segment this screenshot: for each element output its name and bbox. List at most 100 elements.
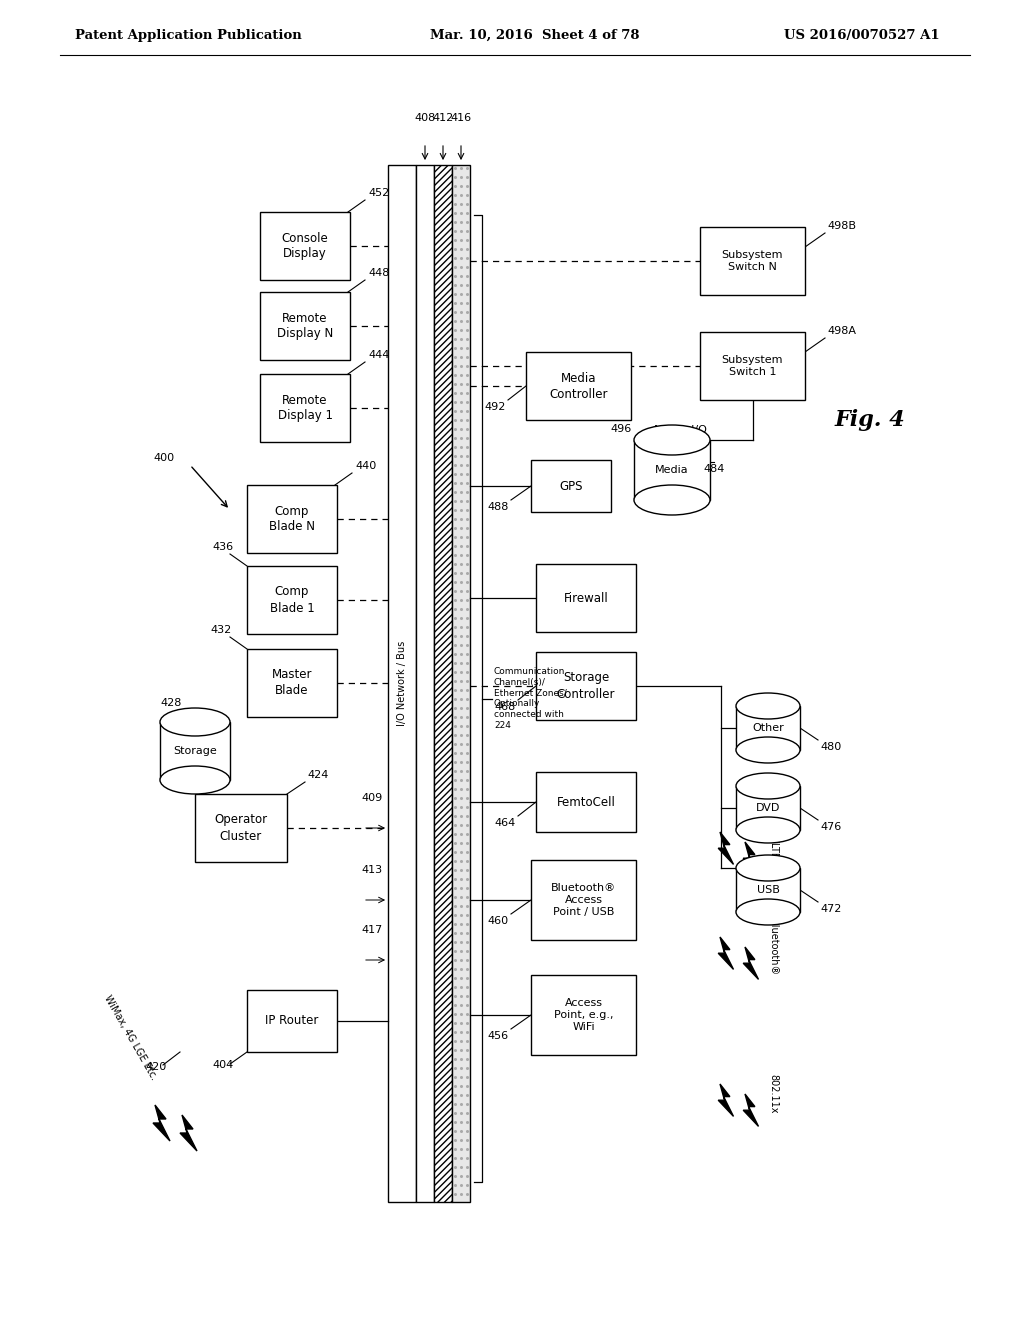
Bar <box>416 165 434 1203</box>
Polygon shape <box>743 842 759 874</box>
Ellipse shape <box>160 766 230 795</box>
Text: Master
Blade: Master Blade <box>271 668 312 697</box>
Text: Mar. 10, 2016  Sheet 4 of 78: Mar. 10, 2016 Sheet 4 of 78 <box>430 29 640 41</box>
Ellipse shape <box>736 817 800 843</box>
Text: 460: 460 <box>487 916 509 927</box>
Text: 488: 488 <box>487 502 509 512</box>
Text: Storage: Storage <box>173 746 217 756</box>
Text: 464: 464 <box>495 818 516 828</box>
Text: 498B: 498B <box>827 220 856 231</box>
Bar <box>247 649 337 717</box>
Ellipse shape <box>736 693 800 719</box>
Ellipse shape <box>736 899 800 925</box>
Text: Media: Media <box>655 465 689 475</box>
Ellipse shape <box>160 708 230 737</box>
Text: Firewall: Firewall <box>563 591 608 605</box>
Text: 498A: 498A <box>827 326 856 337</box>
Text: 456: 456 <box>487 1031 509 1041</box>
Bar <box>700 333 805 400</box>
Text: Communication
Channel(s)/
Ethernet Zones/
Optionally
connected with
224: Communication Channel(s)/ Ethernet Zones… <box>494 667 566 730</box>
Text: 452: 452 <box>368 187 389 198</box>
Text: 428: 428 <box>160 698 181 708</box>
Text: 3G/LTE: 3G/LTE <box>768 825 778 858</box>
Ellipse shape <box>736 855 800 880</box>
Text: Bluetooth®
Access
Point / USB: Bluetooth® Access Point / USB <box>551 883 616 917</box>
Bar <box>260 213 350 280</box>
Text: 404: 404 <box>212 1060 233 1071</box>
Text: Subsystem
Switch 1: Subsystem Switch 1 <box>722 355 783 378</box>
Text: 432: 432 <box>210 624 231 635</box>
Text: 417: 417 <box>361 925 383 935</box>
Polygon shape <box>153 1105 170 1140</box>
Text: 484: 484 <box>703 465 724 474</box>
Text: 400: 400 <box>154 453 175 463</box>
Bar <box>434 165 452 1203</box>
Ellipse shape <box>634 425 710 455</box>
Text: Other: Other <box>752 723 784 733</box>
Bar <box>260 292 350 360</box>
Bar <box>247 990 337 1052</box>
Text: 409: 409 <box>361 793 383 803</box>
Polygon shape <box>180 1115 197 1151</box>
Bar <box>634 440 710 500</box>
Bar <box>736 869 800 912</box>
Text: 413: 413 <box>361 865 383 875</box>
Polygon shape <box>718 1084 733 1117</box>
Text: Remote
Display N: Remote Display N <box>276 312 333 341</box>
Text: 480: 480 <box>820 742 842 752</box>
Text: DVD: DVD <box>756 803 780 813</box>
Polygon shape <box>718 937 733 969</box>
Bar <box>736 785 800 830</box>
Text: Patent Application Publication: Patent Application Publication <box>75 29 302 41</box>
Bar <box>736 706 800 750</box>
Polygon shape <box>743 946 759 979</box>
Text: Fig. 4: Fig. 4 <box>835 409 905 432</box>
Text: Operator
Cluster: Operator Cluster <box>214 813 267 842</box>
Text: FemtoCell: FemtoCell <box>557 796 615 808</box>
Bar <box>526 352 631 420</box>
Text: Subsystem
Switch N: Subsystem Switch N <box>722 249 783 272</box>
Bar <box>536 564 636 632</box>
Text: Media I/O: Media I/O <box>653 425 707 436</box>
Polygon shape <box>743 1094 759 1126</box>
Text: Access
Point, e.g.,
WiFi: Access Point, e.g., WiFi <box>554 998 613 1032</box>
Text: Storage
Controller: Storage Controller <box>557 672 615 701</box>
Bar <box>531 459 611 512</box>
Ellipse shape <box>634 484 710 515</box>
Text: 444: 444 <box>368 350 389 360</box>
Text: 408: 408 <box>415 114 435 123</box>
Ellipse shape <box>736 774 800 799</box>
Text: USB: USB <box>757 884 779 895</box>
Text: Media
Controller: Media Controller <box>549 371 608 400</box>
Text: 472: 472 <box>820 904 842 913</box>
Bar <box>700 227 805 294</box>
Text: WiMax, 4G LGE Etc.: WiMax, 4G LGE Etc. <box>101 994 159 1082</box>
Text: 436: 436 <box>212 543 233 552</box>
Text: US 2016/0070527 A1: US 2016/0070527 A1 <box>784 29 940 41</box>
Text: 448: 448 <box>368 268 389 279</box>
Bar <box>260 374 350 442</box>
Text: IP Router: IP Router <box>265 1015 318 1027</box>
Text: GPS: GPS <box>559 479 583 492</box>
Bar <box>195 795 287 862</box>
Text: 420: 420 <box>145 1063 166 1072</box>
Text: 416: 416 <box>451 114 472 123</box>
Text: Remote
Display 1: Remote Display 1 <box>278 393 333 422</box>
Bar <box>388 165 416 1203</box>
Ellipse shape <box>736 737 800 763</box>
Text: 802.11x: 802.11x <box>768 1074 778 1114</box>
Text: 476: 476 <box>820 822 842 832</box>
Text: Console
Display: Console Display <box>282 231 329 260</box>
Text: I/O Network / Bus: I/O Network / Bus <box>397 642 407 726</box>
Text: 492: 492 <box>484 403 506 412</box>
Bar <box>536 772 636 832</box>
Text: 440: 440 <box>355 461 376 471</box>
Text: 412: 412 <box>432 114 454 123</box>
Bar <box>531 975 636 1055</box>
Text: 424: 424 <box>307 770 329 780</box>
Bar <box>452 165 470 1203</box>
Polygon shape <box>718 832 733 865</box>
Bar <box>160 722 230 780</box>
Bar <box>531 861 636 940</box>
Bar <box>247 566 337 634</box>
